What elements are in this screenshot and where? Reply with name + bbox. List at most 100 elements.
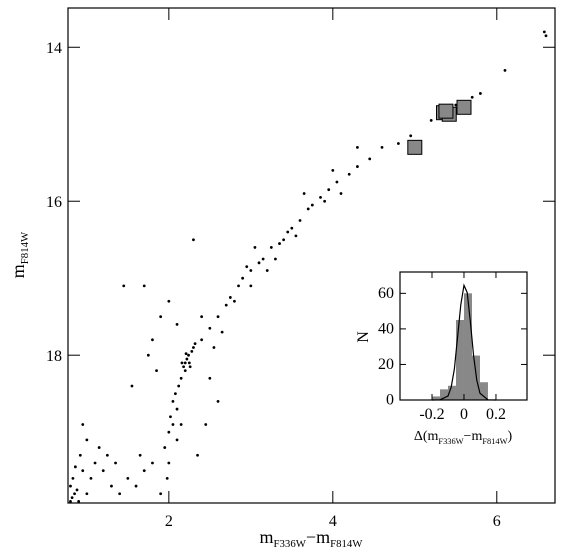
point (323, 199, 327, 203)
y-tick-label: 14 (46, 40, 62, 57)
point (114, 461, 117, 465)
point (192, 346, 195, 349)
histogram-bar (479, 382, 488, 400)
gaussian-fit (431, 283, 496, 401)
point (298, 219, 302, 222)
point (470, 95, 474, 99)
label-subscript: F814W (330, 538, 363, 550)
point (69, 484, 72, 488)
point (327, 188, 331, 192)
point (81, 423, 85, 426)
point (237, 284, 240, 288)
point (253, 246, 257, 249)
x-tick-label: 4 (329, 513, 337, 530)
label-part: m (8, 264, 28, 278)
point (278, 242, 281, 245)
x-tick-label: 6 (493, 513, 501, 530)
point (339, 192, 343, 195)
point (182, 365, 186, 369)
point (216, 315, 220, 319)
point (190, 349, 194, 353)
point (85, 492, 89, 496)
point (130, 384, 134, 388)
point (212, 346, 216, 349)
point (105, 453, 109, 457)
point (478, 92, 482, 95)
point (89, 476, 93, 480)
point (216, 399, 220, 403)
point (409, 134, 413, 138)
plot-frame (67, 7, 556, 504)
y-tick-label: 20 (378, 356, 394, 373)
point (193, 342, 197, 346)
y-tick-label: 0 (386, 392, 394, 409)
point (184, 352, 188, 356)
point (122, 284, 126, 288)
point (542, 30, 546, 34)
point (187, 361, 191, 365)
point (302, 192, 306, 195)
y-tick-label: 60 (378, 285, 394, 302)
histogram-bar (447, 385, 456, 400)
point (159, 315, 163, 319)
point (185, 357, 189, 361)
x-tick-label: 0.2 (486, 406, 506, 423)
point (310, 203, 314, 207)
point (306, 207, 310, 211)
point (175, 438, 179, 442)
point (187, 353, 190, 357)
y-tick-label: 18 (46, 348, 62, 365)
point (75, 488, 79, 492)
point (286, 230, 290, 234)
point (544, 34, 548, 38)
point (188, 365, 192, 369)
point (77, 500, 81, 503)
point (175, 322, 179, 326)
point (155, 369, 158, 372)
point (85, 438, 89, 442)
point (380, 145, 384, 149)
point (208, 326, 212, 330)
point (192, 238, 195, 242)
point (70, 496, 74, 500)
label-part: ) (507, 429, 512, 444)
point (257, 261, 261, 265)
point (142, 469, 146, 473)
histogram-bar (439, 389, 448, 400)
square-point (438, 103, 454, 119)
point (335, 180, 339, 184)
point (151, 461, 154, 465)
label-subscript: F336W (274, 538, 307, 550)
point (249, 284, 253, 288)
x-tick-label: -0.2 (419, 406, 444, 423)
point (503, 68, 507, 72)
point (429, 118, 433, 122)
point (269, 246, 273, 249)
point (228, 296, 232, 299)
point (169, 415, 172, 419)
point (331, 169, 335, 172)
point (294, 234, 298, 238)
point (71, 476, 75, 480)
label-subscript: F336W (438, 437, 463, 446)
point (208, 376, 212, 380)
point (167, 299, 171, 303)
point (93, 461, 97, 465)
point (81, 469, 85, 473)
point (175, 407, 179, 411)
point (290, 226, 294, 230)
x-axis-label: mF336W−mF814W (260, 527, 364, 550)
histogram-bar (455, 320, 464, 400)
point (151, 338, 154, 342)
point (167, 430, 171, 434)
square-point (407, 139, 423, 155)
x-tick-label: 2 (165, 513, 173, 530)
label-part: Δ(m (414, 429, 439, 444)
point (146, 353, 150, 357)
y-tick-label: 40 (378, 320, 394, 337)
point (126, 476, 130, 480)
point (165, 476, 169, 480)
histogram-bar (463, 293, 472, 400)
point (200, 315, 204, 319)
